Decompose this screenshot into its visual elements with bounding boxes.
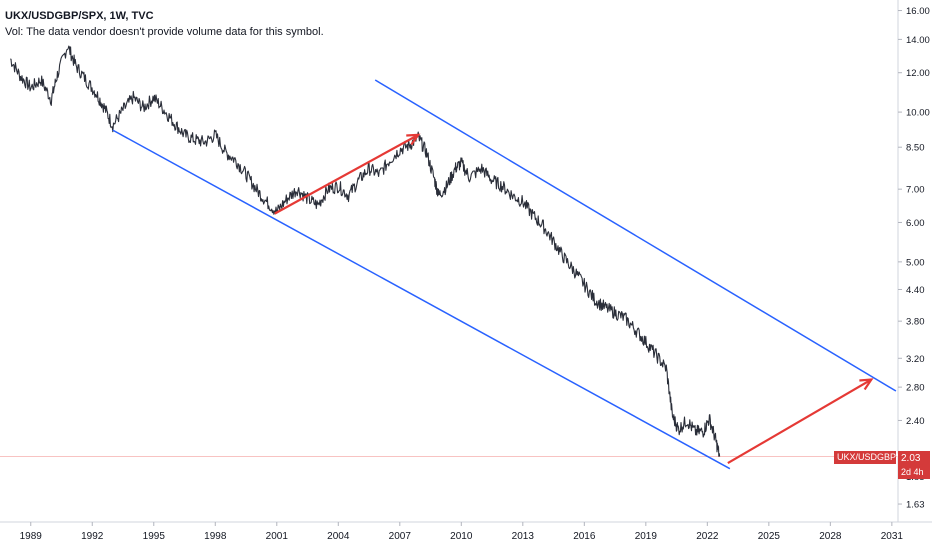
- chart-title: UKX/USDGBP/SPX, 1W, TVC: [5, 10, 154, 22]
- bar-countdown: 2d 4h: [898, 466, 930, 479]
- x-tick-label: 2022: [696, 531, 719, 542]
- x-tick-label: 1998: [204, 531, 227, 542]
- x-tick-label: 2013: [512, 531, 535, 542]
- y-tick-label: 2.40: [906, 416, 925, 427]
- trend-arrow-line: [274, 133, 419, 215]
- x-tick-label: 2025: [758, 531, 781, 542]
- channel-lower-line: [112, 129, 731, 470]
- last-price-tag: UKX/USDGBP/SPX 2.03 2d 4h: [834, 451, 930, 481]
- price-series-line: [10, 45, 721, 457]
- x-tick-label: 1989: [20, 531, 43, 542]
- y-tick-label: 3.80: [906, 317, 925, 328]
- y-tick-label: 14.00: [906, 35, 930, 46]
- chart-legend: UKX/USDGBP/SPX, 1W, TVC Vol: The data ve…: [5, 8, 324, 40]
- x-tick-label: 2001: [266, 531, 289, 542]
- trend-arrow-head: [406, 133, 421, 146]
- x-tick-label: 1992: [81, 531, 104, 542]
- channel-upper-line: [374, 79, 897, 392]
- y-tick-label: 3.20: [906, 354, 925, 365]
- x-tick-label: 2007: [389, 531, 412, 542]
- trend-arrow-line: [727, 378, 872, 465]
- y-tick-label: 5.00: [906, 257, 925, 268]
- x-tick-label: 2004: [327, 531, 350, 542]
- last-price-value: 2.03: [898, 451, 930, 466]
- y-tick-label: 7.00: [906, 185, 925, 196]
- y-tick-label: 1.63: [906, 500, 925, 511]
- y-tick-label: 16.00: [906, 6, 930, 17]
- x-tick-label: 2016: [573, 531, 596, 542]
- symbol-label: UKX/USDGBP/SPX: [834, 451, 917, 464]
- y-tick-label: 2.80: [906, 383, 925, 394]
- chart-subtitle: Vol: The data vendor doesn't provide vol…: [5, 26, 324, 38]
- y-tick-label: 4.40: [906, 285, 925, 296]
- x-tick-label: 1995: [143, 531, 166, 542]
- y-tick-label: 6.00: [906, 218, 925, 229]
- x-tick-label: 2019: [635, 531, 658, 542]
- trend-arrow-head: [859, 378, 874, 391]
- y-tick-label: 10.00: [906, 108, 930, 119]
- y-tick-label: 12.00: [906, 68, 930, 79]
- x-tick-label: 2031: [881, 531, 904, 542]
- x-tick-label: 2010: [450, 531, 473, 542]
- y-tick-label: 8.50: [906, 143, 925, 154]
- x-tick-label: 2028: [819, 531, 842, 542]
